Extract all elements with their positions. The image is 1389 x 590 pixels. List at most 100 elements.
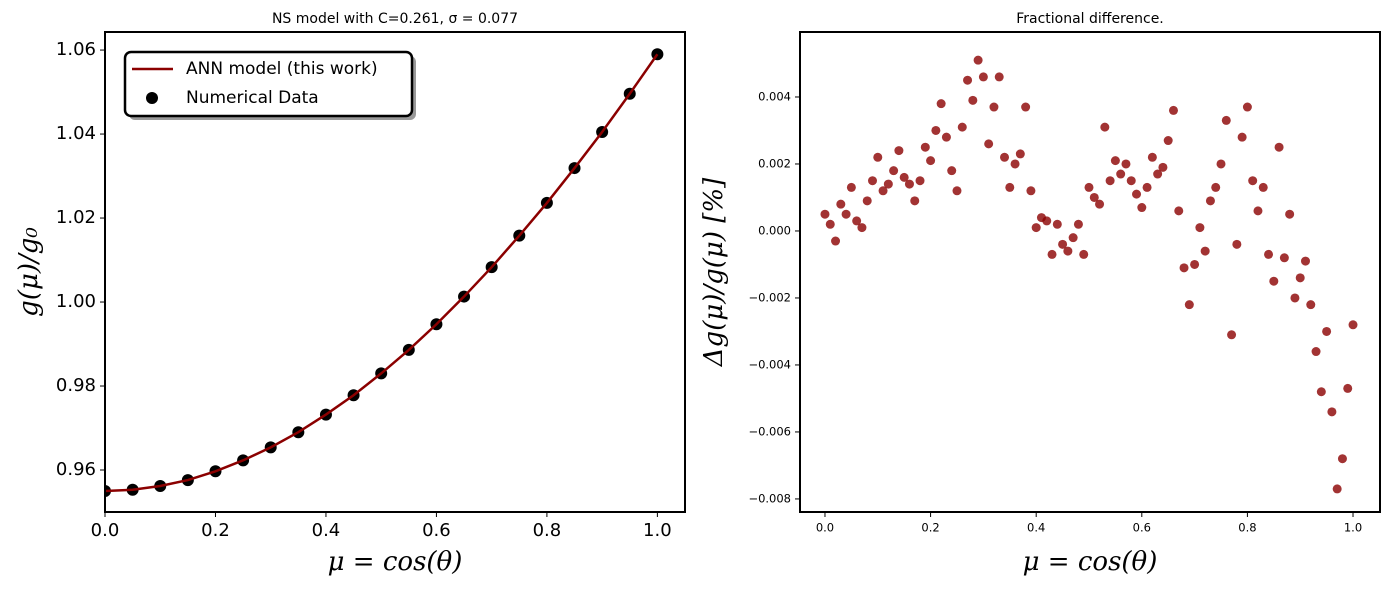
- point: [862, 196, 872, 206]
- point: [941, 132, 951, 142]
- point: [1348, 320, 1358, 330]
- point: [1168, 105, 1178, 115]
- plot-area: [105, 48, 664, 498]
- point: [920, 142, 930, 152]
- point: [904, 179, 914, 189]
- x-tick-label: 0.8: [1238, 520, 1256, 534]
- point: [1042, 216, 1052, 226]
- point: [894, 146, 904, 156]
- y-tick-label: −0.008: [748, 491, 791, 505]
- point: [1216, 159, 1226, 169]
- point: [868, 176, 877, 186]
- point: [878, 186, 888, 196]
- point: [1290, 293, 1300, 303]
- point: [1200, 246, 1210, 256]
- point: [889, 166, 899, 176]
- point: [1279, 253, 1289, 263]
- y-tick-label: 0.98: [56, 375, 96, 396]
- point: [873, 152, 883, 162]
- plot-area: [820, 55, 1358, 494]
- point: [1237, 132, 1247, 142]
- point: [1174, 206, 1184, 216]
- point: [1322, 326, 1332, 336]
- point: [1058, 239, 1068, 249]
- point: [820, 209, 830, 219]
- point: [1105, 176, 1115, 186]
- point: [1190, 259, 1200, 269]
- x-tick-label: 0.4: [1027, 520, 1045, 534]
- x-tick-label: 1.0: [1344, 520, 1362, 534]
- point: [931, 125, 941, 135]
- point: [1084, 182, 1094, 192]
- chart-title: NS model with C=0.261, σ = 0.077: [272, 11, 518, 27]
- x-tick-label: 0.4: [312, 520, 341, 541]
- point: [1316, 387, 1326, 397]
- y-tick-label: 1.02: [56, 207, 96, 228]
- point: [857, 223, 867, 233]
- chart-title: Fractional difference.: [1016, 11, 1164, 27]
- point: [1337, 454, 1347, 464]
- point: [984, 139, 994, 149]
- point: [846, 182, 856, 192]
- point: [1269, 276, 1279, 286]
- point: [1110, 156, 1120, 166]
- point: [1327, 407, 1337, 417]
- y-tick-label: 0.96: [56, 459, 96, 480]
- y-tick-label: 0.004: [758, 89, 791, 103]
- point: [1047, 249, 1057, 259]
- point: [1274, 142, 1284, 152]
- point: [915, 176, 925, 186]
- point: [1100, 122, 1110, 132]
- point: [1073, 219, 1083, 229]
- point: [1205, 196, 1215, 206]
- point: [1021, 102, 1031, 112]
- point: [936, 99, 946, 109]
- point: [1121, 159, 1131, 169]
- point: [973, 55, 983, 65]
- point: [1089, 192, 1099, 202]
- point: [1063, 246, 1073, 256]
- y-axis-label: Δg(μ)/g(μ) [%]: [699, 177, 729, 367]
- x-tick-label: 0.0: [816, 520, 834, 534]
- point: [1285, 209, 1295, 219]
- point: [1142, 182, 1152, 192]
- line: [105, 53, 659, 493]
- point: [1343, 383, 1353, 393]
- x-tick-label: 0.6: [1133, 520, 1151, 534]
- point: [836, 199, 846, 209]
- point: [1095, 199, 1105, 209]
- x-tick-label: 0.6: [422, 520, 451, 541]
- point: [963, 75, 973, 85]
- point: [1306, 300, 1316, 310]
- legend-swatch: [146, 92, 158, 104]
- point: [831, 236, 841, 246]
- point: [1147, 152, 1157, 162]
- point: [952, 186, 962, 196]
- legend-label: ANN model (this work): [186, 59, 378, 79]
- point: [1116, 169, 1126, 179]
- point: [1221, 115, 1231, 125]
- point: [1253, 206, 1263, 216]
- point: [1158, 162, 1168, 172]
- axes-frame: [799, 31, 1381, 513]
- x-axis-label: μ = cos(θ): [1023, 547, 1158, 577]
- y-tick-label: −0.006: [748, 424, 791, 438]
- point: [899, 172, 909, 182]
- point: [1248, 176, 1258, 186]
- point: [1264, 249, 1274, 259]
- point: [947, 166, 957, 176]
- point: [1068, 233, 1078, 243]
- point: [1026, 186, 1036, 196]
- y-tick-label: 1.00: [56, 291, 96, 312]
- y-tick-label: 0.000: [758, 223, 791, 237]
- y-tick-label: −0.002: [748, 290, 791, 304]
- point: [1137, 203, 1147, 213]
- point: [1153, 169, 1163, 179]
- point: [1295, 273, 1305, 283]
- point: [1258, 182, 1268, 192]
- point: [1179, 263, 1189, 273]
- point: [825, 219, 835, 229]
- point: [852, 216, 862, 226]
